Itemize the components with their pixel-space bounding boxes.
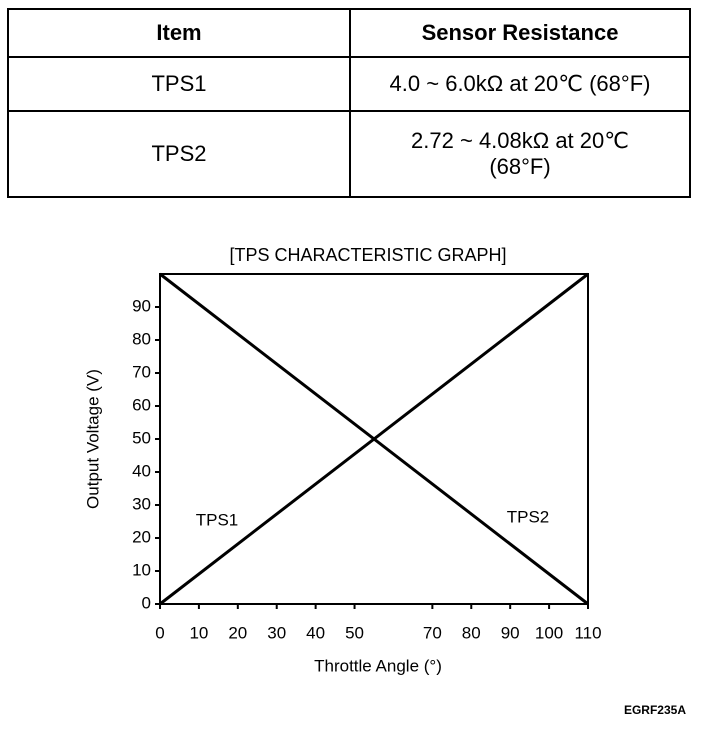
x-tick-label: 20 [228,623,247,642]
spec-table: Item Sensor Resistance TPS1 4.0 ~ 6.0kΩ … [7,8,691,198]
y-axis-label: Output Voltage (V) [83,369,102,509]
chart-title: [TPS CHARACTERISTIC GRAPH] [229,245,506,265]
header-cell: Sensor Resistance [349,8,691,58]
y-tick-label: 30 [132,494,151,513]
series-line [159,272,589,606]
series-label: TPS2 [507,507,550,526]
y-tick-label: 20 [132,527,151,546]
x-tick-label: 50 [345,623,364,642]
y-tick-label: 40 [132,461,151,480]
x-tick-label: 90 [501,623,520,642]
x-tick-label: 40 [306,623,325,642]
y-tick-label: 80 [132,329,151,348]
table-cell: 4.0 ~ 6.0kΩ at 20℃ (68°F) [349,56,691,112]
x-tick-label: 30 [267,623,286,642]
y-tick-label: 0 [142,593,151,612]
y-tick-label: 60 [132,395,151,414]
x-tick-label: 100 [535,623,563,642]
x-axis-label: Throttle Angle (°) [314,656,442,675]
table-cell: TPS1 [7,56,351,112]
y-tick-label: 50 [132,428,151,447]
y-tick-label: 90 [132,296,151,315]
table-row: TPS1 4.0 ~ 6.0kΩ at 20℃ (68°F) [7,56,691,112]
x-tick-label: 110 [574,623,601,642]
header-cell: Item [7,8,351,58]
x-tick-label: 10 [189,623,208,642]
table-row: TPS2 2.72 ~ 4.08kΩ at 20℃ (68°F) [7,110,691,198]
x-tick-label: 80 [462,623,481,642]
y-tick-label: 70 [132,362,151,381]
x-tick-label: 70 [423,623,442,642]
header-row: Item Sensor Resistance [7,8,691,58]
figure-code: EGRF235A [624,703,686,717]
table-cell: 2.72 ~ 4.08kΩ at 20℃ (68°F) [349,110,691,198]
y-tick-label: 10 [132,560,151,579]
series-label: TPS1 [196,510,239,529]
x-tick-label: 0 [155,623,164,642]
table-cell: TPS2 [7,110,351,198]
